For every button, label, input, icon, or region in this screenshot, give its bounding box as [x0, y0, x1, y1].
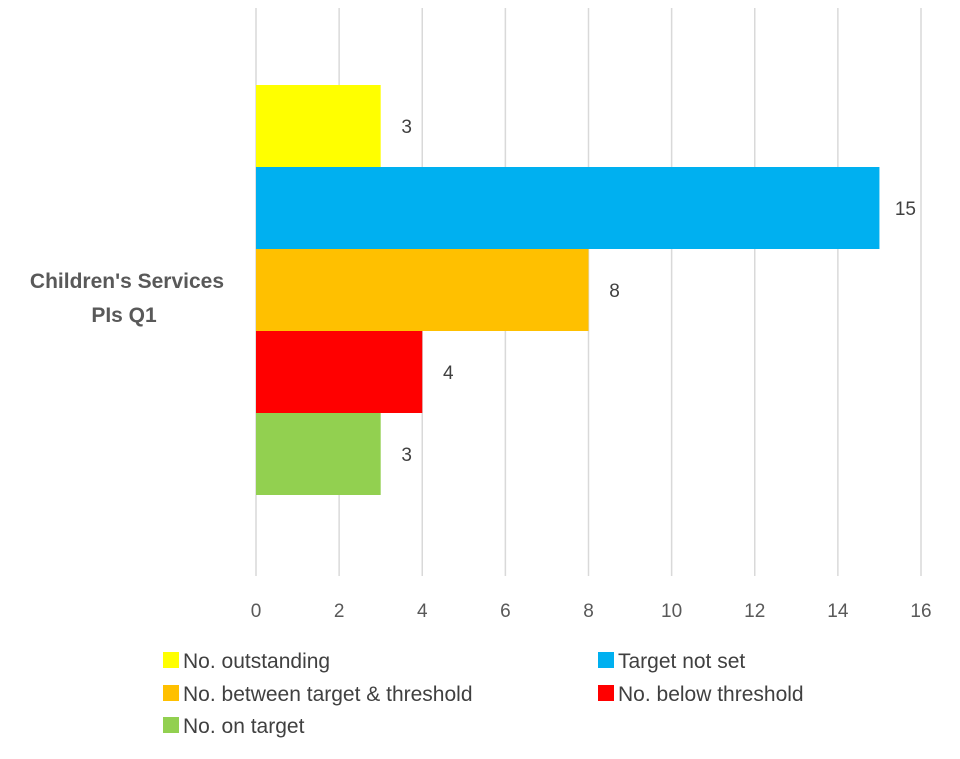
x-tick-label: 6	[500, 601, 511, 622]
legend-label: Target not set	[618, 650, 745, 673]
bars	[256, 85, 880, 495]
data-labels: 3 15 8 4 3	[401, 117, 916, 466]
x-tick-label: 0	[251, 601, 262, 622]
x-axis-tick-labels: 0 2 4 6 8 10 12 14 16	[251, 601, 932, 622]
bar-no-on-target	[256, 413, 381, 495]
data-label: 3	[401, 117, 412, 138]
x-tick-label: 10	[661, 601, 682, 622]
x-tick-label: 2	[334, 601, 345, 622]
legend-item: No. on target	[163, 715, 305, 738]
data-label: 3	[401, 445, 412, 466]
bar-target-not-set	[256, 167, 880, 249]
legend-label: No. below threshold	[618, 683, 804, 706]
x-tick-label: 4	[417, 601, 428, 622]
legend-item: No. outstanding	[163, 650, 330, 673]
data-label: 15	[895, 199, 916, 220]
legend-label: No. outstanding	[183, 650, 330, 673]
data-label: 8	[609, 281, 620, 302]
legend-label: No. between target & threshold	[183, 683, 473, 706]
bar-no-between-target-threshold	[256, 249, 589, 331]
category-label-line-1: Children's Services	[30, 270, 224, 293]
bar-no-outstanding	[256, 85, 381, 167]
legend-swatch	[163, 717, 179, 733]
legend-item: No. below threshold	[598, 683, 804, 706]
category-label-line-2: PIs Q1	[91, 304, 157, 327]
x-tick-label: 16	[910, 601, 931, 622]
legend-label: No. on target	[183, 715, 305, 738]
data-label: 4	[443, 363, 454, 384]
legend-swatch	[598, 685, 614, 701]
legend-item: No. between target & threshold	[163, 683, 473, 706]
legend-swatch	[163, 652, 179, 668]
legend-swatch	[598, 652, 614, 668]
bar-no-below-threshold	[256, 331, 423, 413]
x-tick-label: 14	[827, 601, 849, 622]
x-tick-label: 12	[744, 601, 765, 622]
legend-item: Target not set	[598, 650, 745, 673]
legend: No. outstanding Target not set No. between…	[163, 650, 804, 738]
legend-swatch	[163, 685, 179, 701]
x-tick-label: 8	[583, 601, 594, 622]
